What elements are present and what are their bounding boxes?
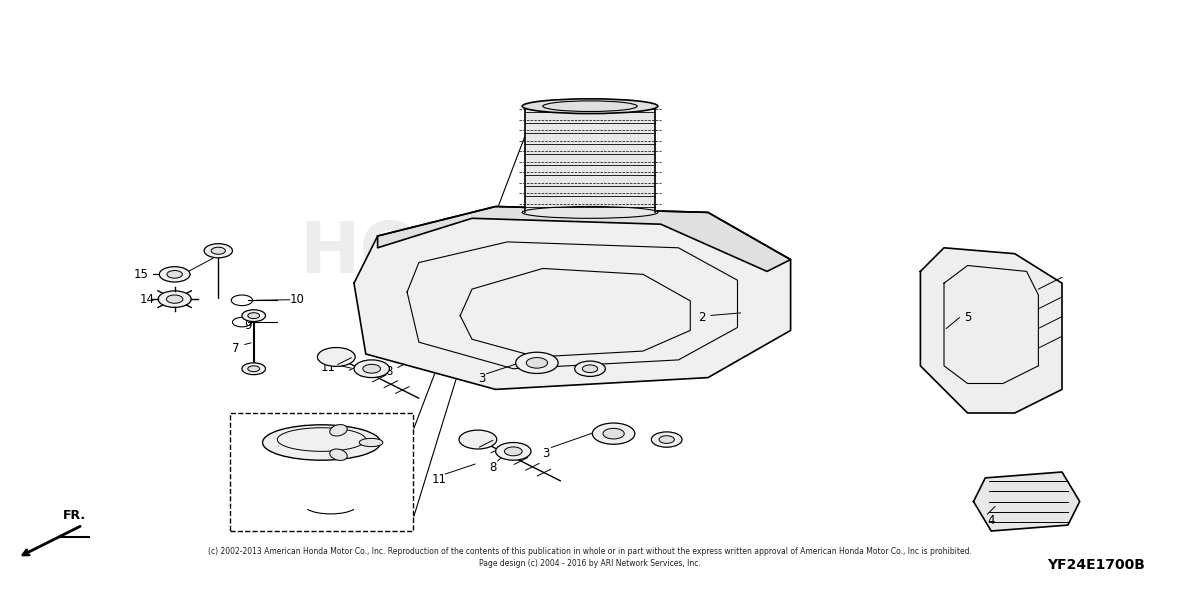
- Circle shape: [317, 348, 355, 366]
- Circle shape: [1056, 500, 1063, 503]
- Circle shape: [575, 361, 605, 376]
- Text: 12: 12: [312, 468, 326, 481]
- Circle shape: [242, 310, 266, 322]
- Circle shape: [1012, 517, 1020, 521]
- Text: 2: 2: [699, 311, 706, 324]
- Circle shape: [362, 364, 380, 373]
- Ellipse shape: [522, 99, 658, 114]
- Circle shape: [354, 360, 389, 378]
- Circle shape: [168, 270, 182, 278]
- Ellipse shape: [359, 438, 382, 447]
- Ellipse shape: [262, 425, 380, 460]
- Circle shape: [248, 366, 260, 372]
- Text: ARI PartStream: ARI PartStream: [492, 297, 641, 316]
- Circle shape: [166, 295, 183, 303]
- Circle shape: [991, 500, 998, 503]
- Text: FR.: FR.: [63, 509, 86, 522]
- Text: 10: 10: [290, 293, 304, 306]
- Text: 9: 9: [244, 319, 251, 332]
- Circle shape: [526, 358, 548, 368]
- Circle shape: [516, 352, 558, 373]
- Circle shape: [322, 474, 339, 482]
- Circle shape: [658, 435, 674, 444]
- Circle shape: [1012, 482, 1020, 486]
- Circle shape: [211, 247, 225, 254]
- Circle shape: [603, 428, 624, 439]
- Text: (c) 2002-2013 American Honda Motor Co., Inc. Reproduction of the contents of thi: (c) 2002-2013 American Honda Motor Co., …: [208, 547, 972, 556]
- Text: HONDA: HONDA: [300, 219, 597, 288]
- Polygon shape: [920, 248, 1062, 413]
- Circle shape: [1012, 500, 1020, 503]
- Text: 5: 5: [964, 311, 971, 324]
- Circle shape: [159, 267, 190, 282]
- Polygon shape: [378, 206, 791, 271]
- Text: 1: 1: [168, 267, 175, 280]
- Circle shape: [1035, 500, 1042, 503]
- Circle shape: [592, 423, 635, 444]
- Polygon shape: [974, 472, 1080, 531]
- Text: 8: 8: [490, 461, 497, 474]
- Text: 3: 3: [478, 372, 485, 385]
- Circle shape: [991, 482, 998, 486]
- Ellipse shape: [329, 425, 347, 436]
- Text: 7: 7: [232, 342, 240, 355]
- Circle shape: [1035, 482, 1042, 486]
- Text: Page design (c) 2004 - 2016 by ARI Network Services, Inc.: Page design (c) 2004 - 2016 by ARI Netwo…: [479, 559, 701, 568]
- Text: 15: 15: [135, 268, 149, 281]
- Circle shape: [651, 432, 682, 447]
- Circle shape: [459, 430, 497, 449]
- Circle shape: [248, 313, 260, 319]
- Circle shape: [583, 365, 598, 373]
- Text: 11: 11: [432, 473, 446, 486]
- Polygon shape: [525, 106, 655, 212]
- Bar: [230, 413, 413, 531]
- Text: 11: 11: [321, 361, 335, 374]
- Text: 13: 13: [300, 447, 314, 460]
- Circle shape: [204, 244, 232, 258]
- Text: 6: 6: [277, 483, 284, 496]
- Circle shape: [496, 442, 531, 460]
- Text: 14: 14: [140, 293, 155, 306]
- Text: 8: 8: [386, 365, 393, 378]
- Circle shape: [991, 517, 998, 521]
- Ellipse shape: [329, 449, 347, 460]
- Polygon shape: [354, 206, 791, 389]
- Circle shape: [242, 363, 266, 375]
- Ellipse shape: [522, 206, 658, 218]
- Circle shape: [1056, 482, 1063, 486]
- Text: 3: 3: [543, 447, 550, 460]
- Circle shape: [158, 291, 191, 307]
- Circle shape: [1035, 517, 1042, 521]
- Text: YF24E1700B: YF24E1700B: [1047, 558, 1145, 572]
- Circle shape: [504, 447, 522, 455]
- Circle shape: [1056, 517, 1063, 521]
- Text: 4: 4: [988, 514, 995, 527]
